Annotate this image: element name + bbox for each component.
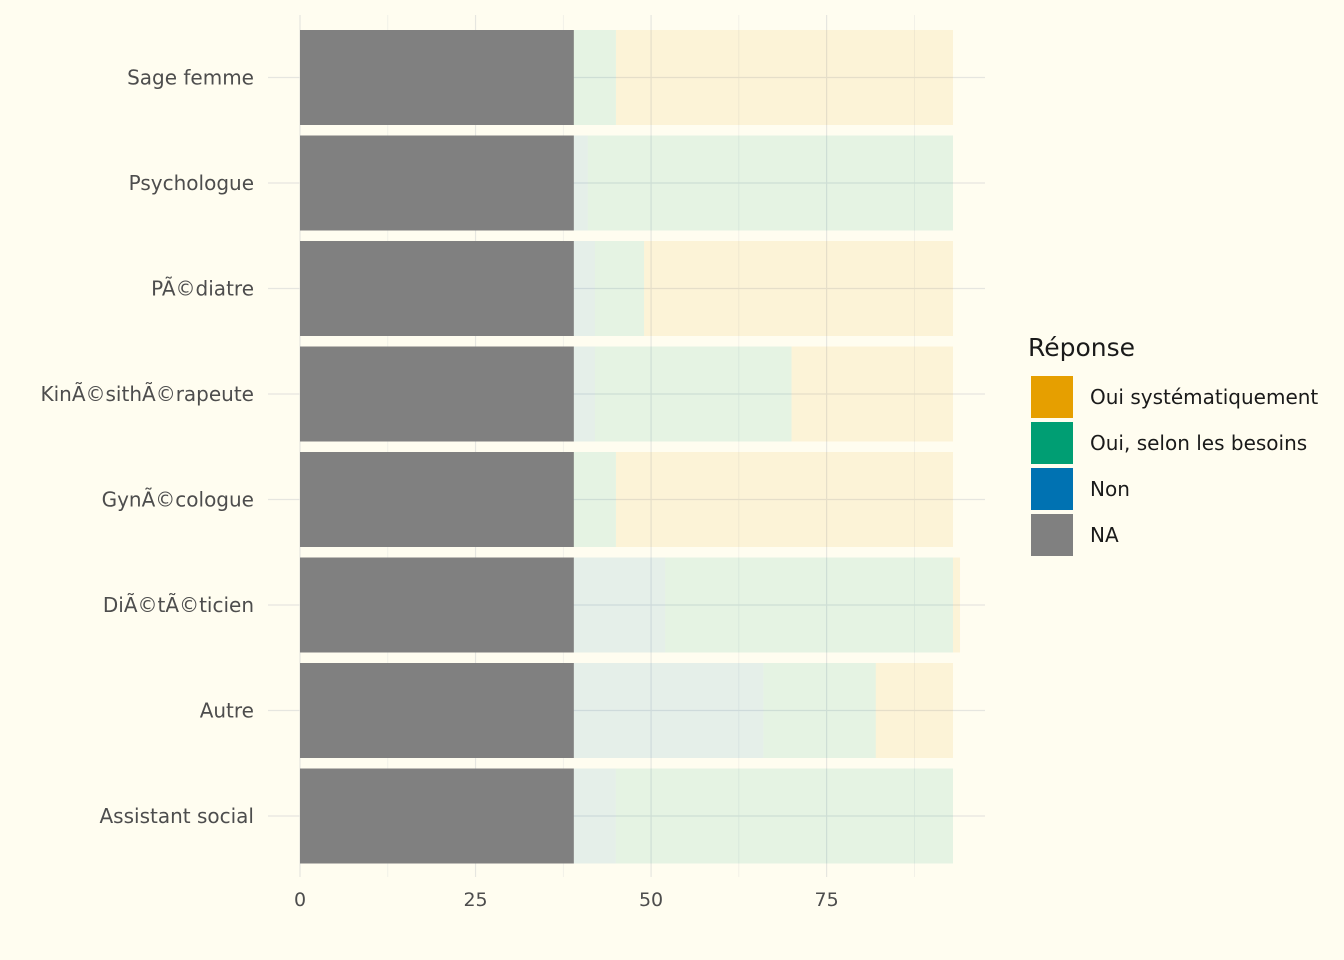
legend-label: Non <box>1090 477 1130 501</box>
bar-segment <box>615 768 953 864</box>
bar-segment <box>594 346 792 442</box>
category-label: KinÃ©sithÃ©rapeute <box>40 382 254 406</box>
category-labels: Sage femme Psychologue PÃ©diatre KinÃ©sithÃ… <box>40 66 254 829</box>
bar-segment <box>300 452 574 547</box>
x-tick-label: 0 <box>294 889 306 911</box>
bar-segment <box>594 241 645 336</box>
bar-segment <box>300 557 574 653</box>
category-label: Assistant social <box>100 804 255 828</box>
bar-segment <box>300 663 574 758</box>
bar-segment <box>573 557 666 653</box>
legend-swatch <box>1031 468 1073 510</box>
bar-segment <box>665 557 953 653</box>
x-tick-label: 50 <box>639 889 663 911</box>
legend-swatch <box>1031 514 1073 556</box>
legend-swatch <box>1031 376 1073 418</box>
legend: Réponse Oui systématiquement Oui, selon l… <box>1028 333 1318 556</box>
bar-segment <box>573 346 595 442</box>
bar-segment <box>300 346 574 442</box>
bar-segment <box>953 557 961 653</box>
bar-segment <box>573 135 588 231</box>
category-label: Autre <box>200 699 254 723</box>
bar-segment <box>875 663 953 758</box>
category-label: GynÃ©cologue <box>102 488 254 512</box>
bar-segment <box>573 30 616 125</box>
legend-title: Réponse <box>1028 333 1135 362</box>
bar-segment <box>615 30 953 125</box>
bar-segment <box>573 241 595 336</box>
x-tick-label: 25 <box>463 889 487 911</box>
bar-segment <box>791 346 953 442</box>
bar-segment <box>587 135 953 231</box>
legend-label: Oui systématiquement <box>1090 385 1318 409</box>
bar-segment <box>573 452 616 547</box>
bar-segment <box>615 452 953 547</box>
bar-segment <box>763 663 876 758</box>
bar-segment <box>300 135 574 231</box>
bar-segment <box>300 768 574 864</box>
bars <box>300 30 961 864</box>
bar-segment <box>300 30 574 125</box>
category-label: PÃ©diatre <box>151 277 254 301</box>
category-label: DiÃ©tÃ©ticien <box>103 593 254 617</box>
bar-segment <box>644 241 953 336</box>
category-label: Psychologue <box>129 171 254 195</box>
x-axis-ticks: 0 25 50 75 <box>294 889 839 911</box>
legend-label: NA <box>1090 523 1119 547</box>
x-tick-label: 75 <box>815 889 839 911</box>
legend-label: Oui, selon les besoins <box>1090 431 1307 455</box>
bar-segment <box>300 241 574 336</box>
category-label: Sage femme <box>127 66 254 90</box>
bar-segment <box>573 663 764 758</box>
bar-segment <box>573 768 616 864</box>
legend-swatch <box>1031 422 1073 464</box>
